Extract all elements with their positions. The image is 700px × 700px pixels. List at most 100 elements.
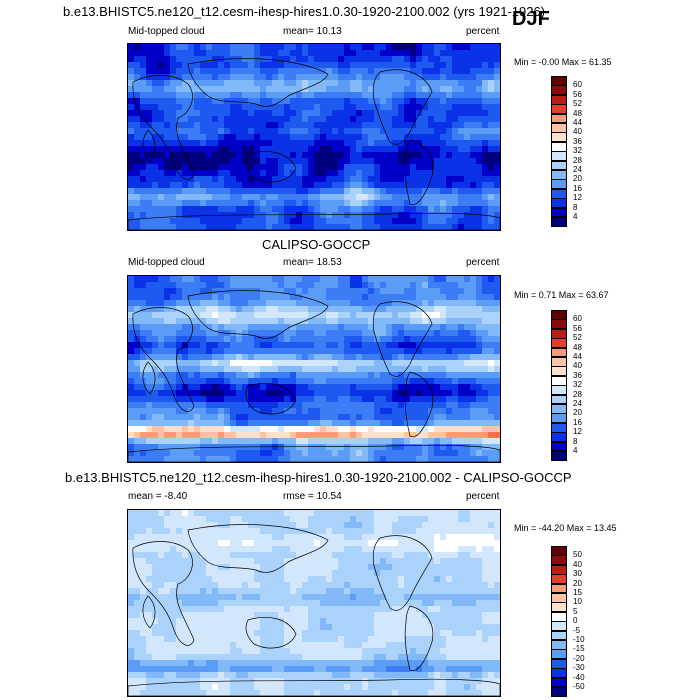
colorbar-tick-label: 12 [573, 193, 582, 203]
colorbar-tick-label: -10 [573, 635, 585, 644]
map-field [128, 276, 500, 462]
colorbar-cell [551, 347, 567, 358]
colorbar-tick-label: 16 [573, 183, 582, 193]
colorbar-cell [551, 677, 567, 688]
season-label: DJF [512, 8, 550, 30]
panel1-minmax: Min = -0.00 Max = 61.35 [514, 57, 612, 67]
colorbar-cell [551, 385, 567, 396]
colorbar-cell [551, 151, 567, 162]
colorbar-tick-label: 40 [573, 559, 582, 569]
panel2-minmax: Min = 0.71 Max = 63.67 [514, 290, 609, 300]
panel3-mean-label: mean = -8.40 [128, 491, 188, 502]
colorbar-cell [551, 621, 567, 632]
panel2-mean-label: mean= 18.53 [283, 257, 342, 268]
colorbar-cell [551, 132, 567, 143]
panel2-title: CALIPSO-GOCCP [262, 237, 371, 252]
panel2-units-label: percent [466, 257, 500, 268]
panel3-units-label: percent [466, 491, 500, 502]
panel3-title: b.e13.BHISTC5.ne120_t12.cesm-ihesp-hires… [65, 470, 572, 485]
colorbar-cell [551, 687, 567, 697]
panel2-variable-label: Mid-topped cloud [128, 257, 205, 268]
colorbar-tick-label: -15 [573, 644, 585, 654]
colorbar-tick-label: 20 [573, 174, 582, 184]
map-field [128, 510, 500, 696]
colorbar-cell [551, 668, 567, 679]
colorbar-tick-label: -20 [573, 653, 585, 663]
colorbar-cell [551, 338, 567, 349]
colorbar-cell [551, 574, 567, 585]
colorbar-tick-label: 28 [573, 389, 582, 399]
colorbar-tick-label: -50 [573, 682, 585, 691]
panel3-map [127, 509, 501, 697]
colorbar-tick-label: 52 [573, 333, 582, 343]
panel3-minmax: Min = -44.20 Max = 13.45 [514, 523, 617, 533]
colorbar-tick-label: 24 [573, 165, 582, 174]
colorbar-cell [551, 583, 567, 594]
colorbar-cell [551, 451, 567, 461]
colorbar-tick-label: 15 [573, 588, 582, 597]
colorbar-cell [551, 555, 567, 566]
panel1-variable-label: Mid-topped cloud [128, 26, 205, 37]
colorbar-tick-label: 24 [573, 399, 582, 408]
colorbar-tick-label: 50 [573, 550, 582, 560]
colorbar-cell [551, 649, 567, 660]
colorbar-cell [551, 207, 567, 218]
colorbar-cell [551, 630, 567, 641]
panel2-colorbar: 60 56 52 48 44 40 36 32 28 24 20 16 12 8 4 [551, 310, 591, 461]
colorbar-cell [551, 441, 567, 452]
panel3-colorbar: 50 40 30 20 15 10 5 0 -5 -10 -15 -20 -30 -40 -50 [551, 546, 591, 697]
colorbar-tick-label: 32 [573, 146, 582, 156]
colorbar-tick-label: 44 [573, 352, 582, 361]
colorbar-cell [551, 179, 567, 190]
colorbar-tick-label: 52 [573, 99, 582, 109]
panel1-units-label: percent [466, 26, 500, 37]
colorbar-cell [551, 217, 567, 227]
colorbar-cell [551, 160, 567, 171]
colorbar-tick-label: 5 [573, 606, 578, 616]
colorbar-tick-label: 60 [573, 314, 582, 324]
colorbar-cell [551, 198, 567, 209]
colorbar-cell [551, 413, 567, 424]
colorbar-tick-label: 10 [573, 597, 582, 607]
panel3-rmse-label: rmse = 10.54 [283, 491, 342, 502]
colorbar-tick-label: 56 [573, 89, 582, 99]
colorbar-tick-label: 32 [573, 380, 582, 390]
colorbar-tick-label: -30 [573, 663, 585, 673]
colorbar-tick-label: 30 [573, 569, 582, 579]
panel1-mean-label: mean= 10.13 [283, 26, 342, 37]
colorbar-cell [551, 366, 567, 377]
colorbar-tick-label: 0 [573, 616, 578, 626]
colorbar-cell [551, 113, 567, 124]
colorbar-tick-label: 16 [573, 417, 582, 427]
colorbar-tick-label: 40 [573, 127, 582, 137]
colorbar-tick-label: 48 [573, 342, 582, 352]
colorbar-tick-label: 4 [573, 446, 578, 455]
colorbar-tick-label: -40 [573, 672, 585, 682]
colorbar-tick-label: 12 [573, 427, 582, 437]
colorbar-cell [551, 85, 567, 96]
colorbar-tick-label: 48 [573, 108, 582, 118]
colorbar-tick-label: 20 [573, 408, 582, 418]
colorbar-cell [551, 394, 567, 405]
colorbar-tick-label: 4 [573, 212, 578, 221]
colorbar-tick-label: 8 [573, 202, 578, 212]
colorbar-cell [551, 104, 567, 115]
colorbar-tick-label: -5 [573, 625, 581, 635]
colorbar-tick-label: 8 [573, 436, 578, 446]
colorbar-cell [551, 432, 567, 443]
figure-title: b.e13.BHISTC5.ne120_t12.cesm-ihesp-hires… [63, 4, 546, 19]
colorbar-tick-label: 28 [573, 155, 582, 165]
colorbar-tick-label: 60 [573, 80, 582, 90]
colorbar-tick-label: 44 [573, 118, 582, 127]
colorbar-tick-label: 40 [573, 361, 582, 371]
colorbar-cell [551, 602, 567, 613]
colorbar-cell [551, 319, 567, 330]
panel1-colorbar: 60 56 52 48 44 40 36 32 28 24 20 16 12 8 4 [551, 76, 591, 227]
colorbar-tick-label: 36 [573, 136, 582, 146]
panel1-map [127, 43, 501, 231]
panel2-map [127, 275, 501, 463]
colorbar-tick-label: 36 [573, 370, 582, 380]
colorbar-tick-label: 56 [573, 323, 582, 333]
map-field [128, 44, 500, 230]
colorbar-tick-label: 20 [573, 578, 582, 588]
